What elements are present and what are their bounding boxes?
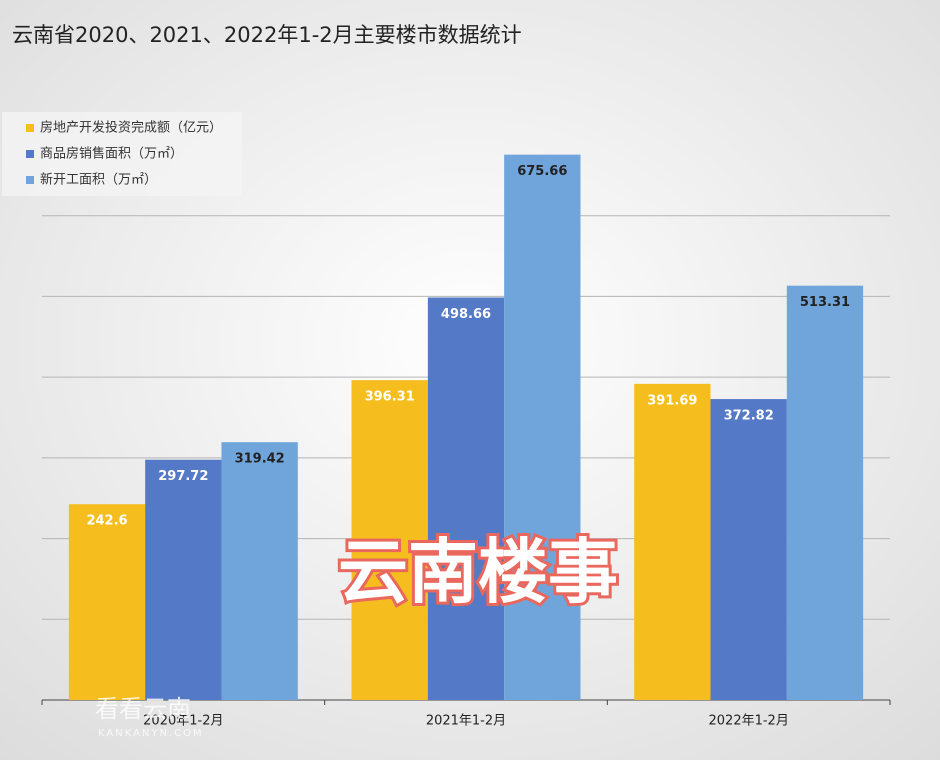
legend-label: 房地产开发投资完成额（亿元） bbox=[40, 120, 222, 136]
legend-box bbox=[2, 112, 242, 196]
x-tick-label: 2022年1-2月 bbox=[709, 714, 789, 729]
bar bbox=[504, 154, 581, 700]
legend-swatch bbox=[26, 176, 34, 184]
bar bbox=[145, 459, 222, 700]
data-label: 396.31 bbox=[365, 390, 415, 405]
bar bbox=[351, 380, 428, 700]
legend-label: 新开工面积（万㎡） bbox=[40, 172, 157, 188]
x-tick-label: 2021年1-2月 bbox=[426, 714, 506, 729]
bar bbox=[786, 285, 864, 700]
legend: 房地产开发投资完成额（亿元） 商品房销售面积（万㎡） 新开工面积（万㎡） bbox=[2, 112, 242, 196]
watermark: 云南楼事 bbox=[338, 531, 618, 613]
data-label: 513.31 bbox=[800, 295, 850, 310]
bar bbox=[710, 399, 787, 700]
legend-swatch bbox=[26, 150, 34, 158]
bar bbox=[221, 442, 298, 700]
data-label: 372.82 bbox=[724, 409, 774, 424]
bar bbox=[427, 297, 505, 700]
x-tick-label: 2020年1-2月 bbox=[143, 714, 223, 729]
data-label: 242.6 bbox=[86, 514, 127, 529]
bar bbox=[634, 383, 711, 700]
bar bbox=[68, 504, 146, 700]
data-label: 675.66 bbox=[517, 164, 567, 179]
legend-label: 商品房销售面积（万㎡） bbox=[40, 146, 183, 162]
watermark: 看看云南 bbox=[95, 695, 191, 723]
chart-title: 云南省2020、2021、2022年1-2月主要楼市数据统计 bbox=[12, 23, 522, 47]
data-label: 297.72 bbox=[158, 469, 208, 484]
data-label: 319.42 bbox=[235, 452, 285, 467]
legend-swatch bbox=[26, 124, 34, 132]
data-label: 391.69 bbox=[647, 393, 697, 408]
watermark: KANKANYN.COM bbox=[98, 728, 204, 739]
data-label: 498.66 bbox=[441, 307, 491, 322]
